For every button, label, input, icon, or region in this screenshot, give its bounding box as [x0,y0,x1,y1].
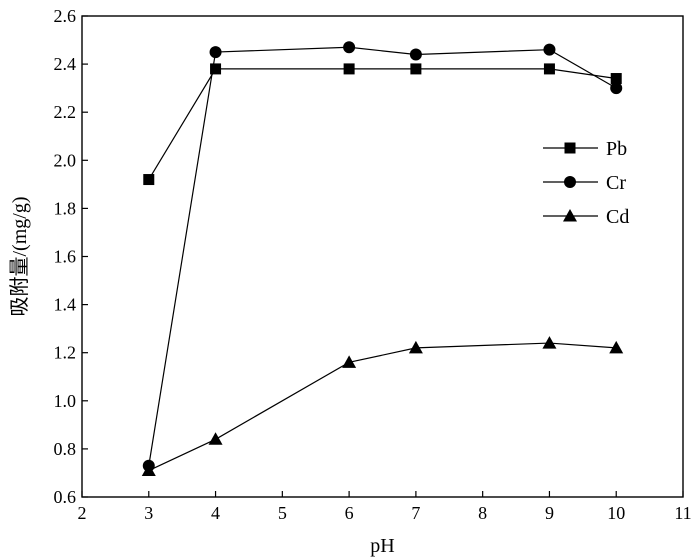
y-tick-label: 1.0 [54,391,77,411]
series-cd-line [148,342,617,472]
legend: Pb Cr Cd [543,138,629,228]
legend-marker [564,142,576,154]
series-cr [142,41,623,472]
y-tick-label: 1.6 [54,247,77,267]
y-tick-label: 2.2 [54,102,77,122]
series-pb-point [210,63,222,75]
legend-marker [564,176,576,188]
legend-label-pb: Pb [606,138,627,160]
series-pb-line [148,68,617,180]
series-cd-point [208,432,223,445]
x-tick-label: 7 [411,503,420,523]
x-tick-label: 4 [211,503,220,523]
x-tick-label: 5 [278,503,287,523]
series-pb [143,63,622,186]
legend-item-pb: Pb [543,138,627,160]
series-pb-point [543,63,555,75]
y-tick-label: 1.2 [54,343,77,363]
y-axis-title: 吸附量/(mg/g) [8,197,31,317]
series-cd-point [609,340,624,354]
legend-item-cr: Cr [543,172,626,194]
y-tick-label: 2.0 [54,150,77,170]
series-cd-point [408,340,423,354]
series-cd [141,336,624,477]
series-cr-point [543,43,556,56]
series-cr-line [148,46,617,466]
x-axis-title: pH [370,535,394,557]
legend-item-cd: Cd [543,206,629,228]
series-cr-point [610,82,623,95]
series-cr-point [209,46,222,59]
x-tick-label: 3 [144,503,153,523]
x-tick-label: 2 [78,503,87,523]
series-cr-point [409,48,422,61]
y-tick-label: 2.4 [54,54,77,74]
series-pb-point [343,63,355,75]
series-cd-point [542,336,557,349]
series-cr-point [343,41,356,54]
y-tick-label: 0.6 [54,487,77,507]
series-pb-point [143,174,155,186]
y-tick-label: 1.8 [54,198,77,218]
series-cd-point [141,463,156,477]
x-tick-label: 10 [607,503,625,523]
y-tick-label: 0.8 [54,439,77,459]
legend-label-cd: Cd [606,206,629,228]
legend-marker [563,209,577,222]
series-pb-point [410,63,422,75]
y-tick-label: 2.6 [54,6,77,26]
legend-label-cr: Cr [606,172,626,194]
series-layer [141,41,624,477]
plot-frame [81,15,684,498]
x-tick-label: 11 [674,503,691,523]
y-tick-label: 1.4 [54,295,77,315]
series-cd-point [342,355,357,368]
x-tick-label: 8 [478,503,487,523]
x-tick-label: 6 [345,503,354,523]
axis-ticks: 2 3 4 5 6 7 8 9 10 11 0.6 0.8 1.0 1.2 1.4 1.6 1.8 2.0 2.2 2… [54,6,692,523]
series-pb-point [610,73,622,85]
x-tick-label: 9 [545,503,554,523]
